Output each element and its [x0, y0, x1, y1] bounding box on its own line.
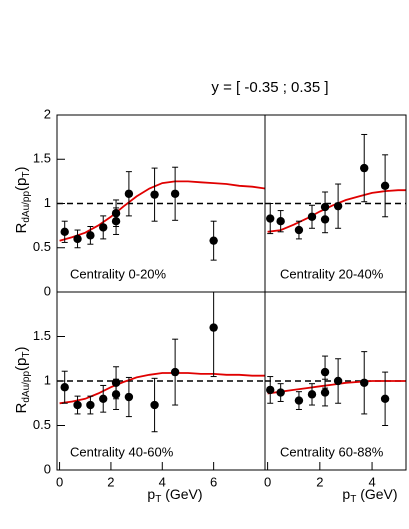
panel-label: Centrality 20-40% [280, 266, 384, 281]
y-axis-label-part: (p [13, 178, 30, 191]
panel-label: Centrality 60-88% [280, 444, 384, 459]
y-tick-label: 0 [44, 283, 51, 298]
data-point [150, 190, 159, 199]
y-tick-label: 1 [44, 195, 51, 210]
x-axis-label-part: p [147, 486, 155, 502]
data-point [276, 217, 285, 226]
y-tick-label: 1 [44, 372, 51, 387]
y-tick-label: 0.5 [33, 417, 51, 432]
data-point [380, 181, 390, 190]
data-point [380, 394, 390, 403]
data-point [73, 400, 82, 410]
y-axis-label: RdAu/pp(pT) [13, 347, 32, 414]
panel-frame [264, 291, 407, 471]
y-axis-label-part: dAu/pp [21, 191, 32, 223]
data-point [111, 378, 121, 387]
data-point [266, 385, 275, 395]
x-tick-label: 0 [56, 474, 63, 489]
data-point [320, 367, 330, 377]
data-point [209, 323, 218, 332]
data-point [73, 234, 82, 244]
title: y = [ -0.35 ; 0.35 ] [211, 79, 328, 96]
x-tick-label: 4 [368, 474, 375, 489]
y-axis-label-part: ) [13, 347, 30, 352]
y-axis-label-part: T [21, 352, 32, 358]
y-axis-label-part: (p [13, 358, 30, 371]
panel [57, 166, 265, 261]
x-tick-label: 2 [107, 474, 114, 489]
data-point [124, 392, 134, 402]
data-point [266, 214, 275, 223]
y-axis-label-part: R [13, 223, 30, 234]
data-point [320, 202, 330, 212]
model-curve [59, 180, 265, 242]
y-axis-label-part: T [21, 172, 32, 178]
x-tick-label: 0 [264, 474, 271, 489]
data-point [276, 388, 285, 397]
y-tick-label: 1.5 [33, 151, 51, 166]
data-point [111, 209, 121, 218]
panel [265, 351, 406, 426]
data-point [124, 189, 134, 198]
data-point [170, 189, 180, 198]
x-axis-label-part: (GeV) [161, 486, 202, 502]
data-point [294, 225, 304, 235]
y-axis-label-part: dAu/pp [21, 371, 32, 403]
data-point [170, 367, 180, 377]
x-axis-label-part: T [155, 494, 161, 505]
data-point [333, 201, 343, 211]
x-tick-label: 2 [316, 474, 323, 489]
data-point [360, 163, 369, 173]
x-axis-label: pT (GeV) [342, 486, 397, 505]
x-axis-label-part: p [342, 486, 350, 502]
panel [265, 133, 406, 240]
data-point [99, 223, 108, 232]
data-point [86, 231, 95, 240]
model-curve [59, 372, 265, 405]
y-tick-label: 0 [44, 461, 51, 476]
x-tick-label: 4 [159, 474, 166, 489]
y-axis-label-part: ) [13, 167, 30, 172]
data-point [320, 388, 330, 397]
panel-label: Centrality 0-20% [70, 266, 167, 281]
y-axis-label: RdAu/pp(pT) [13, 167, 32, 234]
panel-label: Centrality 40-60% [70, 444, 174, 459]
data-point [333, 376, 343, 386]
data-point [99, 394, 108, 403]
data-point [60, 383, 69, 392]
y-axis-label-part: R [13, 403, 30, 414]
data-point [60, 227, 69, 237]
x-axis-label-part: T [350, 494, 356, 505]
y-tick-label: 1.5 [33, 328, 51, 343]
x-tick-label: 6 [210, 474, 217, 489]
data-point [86, 400, 95, 410]
data-point [307, 390, 317, 399]
data-point [209, 236, 218, 245]
data-point [360, 378, 369, 387]
data-point [150, 400, 159, 410]
x-axis-label-part: (GeV) [356, 486, 397, 502]
y-tick-label: 0.5 [33, 239, 51, 254]
panel [57, 292, 265, 433]
data-point [294, 396, 304, 405]
x-axis-label: pT (GeV) [147, 486, 202, 505]
data-point [307, 212, 317, 221]
y-tick-label: 2 [44, 106, 51, 121]
